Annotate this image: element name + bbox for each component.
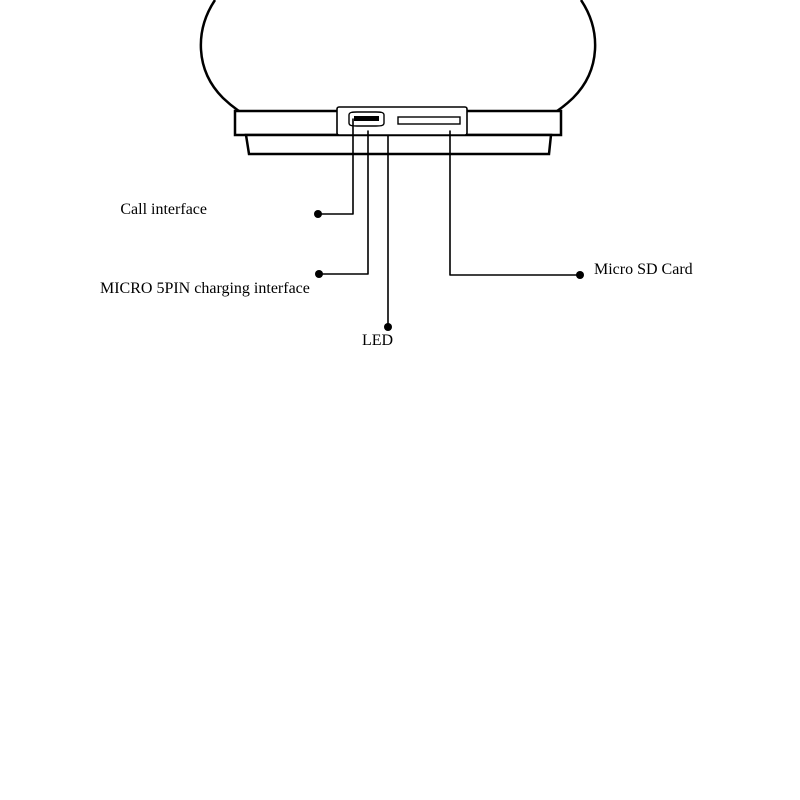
callout-label-call-interface: Call interface xyxy=(120,201,207,219)
callout-label-led: LED xyxy=(362,332,393,350)
device-outline xyxy=(201,0,595,154)
callout-label-micro-5pin: MICRO 5PIN charging interface xyxy=(100,280,310,298)
diagram-container: Call interface MICRO 5PIN charging interf… xyxy=(0,0,800,800)
callout-label-micro-sd: Micro SD Card xyxy=(594,261,693,279)
diagram-svg xyxy=(0,0,800,800)
